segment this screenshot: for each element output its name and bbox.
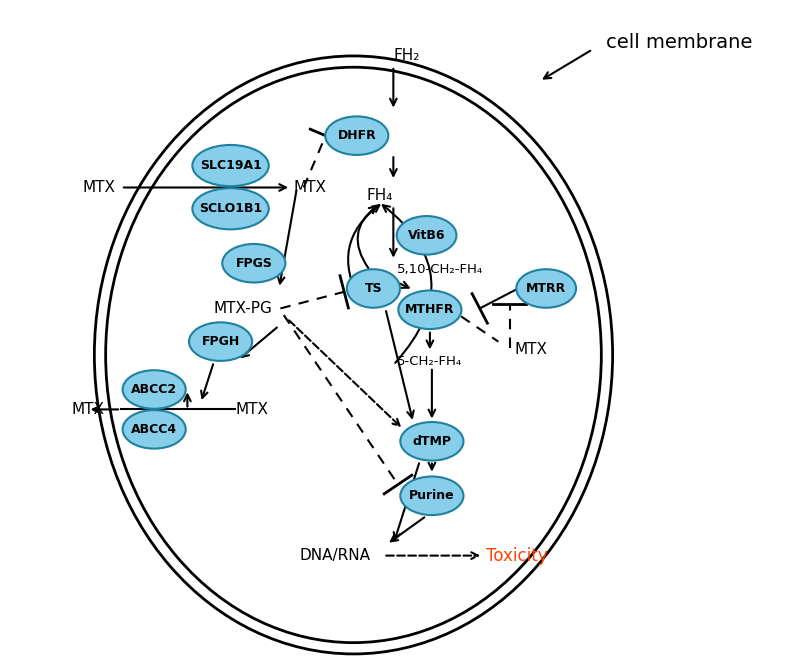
Text: Toxicity: Toxicity — [486, 547, 548, 565]
Ellipse shape — [122, 410, 186, 449]
Text: ABCC4: ABCC4 — [131, 423, 178, 436]
Text: MTX-PG: MTX-PG — [214, 301, 273, 316]
Text: DHFR: DHFR — [338, 129, 376, 142]
Text: FH₄: FH₄ — [367, 188, 394, 203]
Text: SCLO1B1: SCLO1B1 — [199, 202, 262, 215]
Text: 5-CH₂-FH₄: 5-CH₂-FH₄ — [397, 355, 462, 368]
Text: MTHFR: MTHFR — [405, 304, 454, 316]
Ellipse shape — [398, 291, 462, 329]
Text: 5,10-CH₂-FH₄: 5,10-CH₂-FH₄ — [397, 263, 483, 277]
Text: MTX: MTX — [82, 180, 116, 195]
Ellipse shape — [400, 476, 463, 515]
Text: dTMP: dTMP — [412, 435, 451, 448]
Text: DNA/RNA: DNA/RNA — [299, 548, 370, 563]
Ellipse shape — [326, 117, 388, 155]
Text: MTX: MTX — [71, 402, 104, 417]
Ellipse shape — [400, 422, 463, 460]
Text: MTX: MTX — [294, 180, 326, 195]
Text: Purine: Purine — [409, 489, 454, 502]
Ellipse shape — [222, 244, 286, 283]
Text: MTRR: MTRR — [526, 282, 566, 295]
Text: MTX: MTX — [235, 402, 268, 417]
Text: FH₂: FH₂ — [394, 48, 420, 64]
Text: cell membrane: cell membrane — [606, 33, 752, 52]
Text: SLC19A1: SLC19A1 — [200, 159, 262, 172]
Text: FPGS: FPGS — [235, 257, 272, 270]
Text: ABCC2: ABCC2 — [131, 383, 178, 396]
Ellipse shape — [192, 188, 269, 229]
Text: TS: TS — [365, 282, 382, 295]
Text: VitB6: VitB6 — [408, 229, 446, 242]
Ellipse shape — [122, 371, 186, 409]
Ellipse shape — [189, 322, 252, 361]
Ellipse shape — [516, 269, 576, 308]
Ellipse shape — [192, 145, 269, 186]
Text: MTX: MTX — [514, 342, 547, 357]
Text: FPGH: FPGH — [202, 335, 240, 348]
Ellipse shape — [397, 216, 457, 255]
Ellipse shape — [347, 269, 400, 308]
